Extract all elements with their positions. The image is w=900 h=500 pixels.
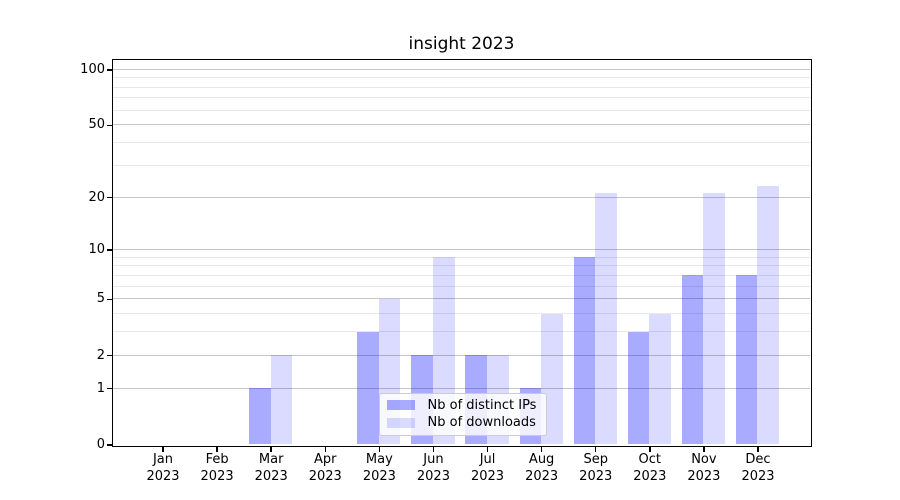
legend-swatch-distinct-ips xyxy=(386,400,415,411)
x-tick-label-oct: Oct 2023 xyxy=(633,452,667,484)
x-tick-oct xyxy=(649,446,651,452)
x-tick-may xyxy=(378,446,381,452)
x-tick-label-apr: Apr 2023 xyxy=(308,452,342,484)
x-tick-label-jan: Jan 2023 xyxy=(146,452,180,484)
bar-downloads-dec xyxy=(757,186,780,445)
x-tick-aug xyxy=(540,446,543,452)
bar-downloads-oct xyxy=(649,313,671,445)
gridline-major-2 xyxy=(112,354,810,356)
x-tick-label-feb: Feb 2023 xyxy=(200,452,234,484)
gridline-minor-4 xyxy=(112,313,810,315)
gridline-minor-40 xyxy=(112,142,810,144)
x-tick-sep xyxy=(594,446,597,452)
gridline-minor-9 xyxy=(112,256,810,258)
legend: Nb of distinct IPs Nb of downloads xyxy=(378,392,547,436)
legend-item-downloads: Nb of downloads xyxy=(386,415,540,431)
y-tick-label-20: 20 xyxy=(88,189,105,205)
y-tick-0 xyxy=(106,444,112,446)
y-tick-label-2: 2 xyxy=(96,347,105,363)
x-tick-label-may: May 2023 xyxy=(362,452,396,484)
bar-downloads-aug xyxy=(541,313,563,445)
y-tick-100 xyxy=(106,69,112,71)
gridline-major-20 xyxy=(112,196,810,198)
legend-label-distinct-ips: Nb of distinct IPs xyxy=(427,397,537,413)
y-tick-5 xyxy=(106,298,112,301)
x-tick-jun xyxy=(432,446,435,452)
y-tick-1 xyxy=(106,387,112,390)
x-tick-feb xyxy=(216,446,218,452)
y-tick-label-1: 1 xyxy=(96,380,105,396)
x-tick-apr xyxy=(324,446,327,452)
y-tick-label-0: 0 xyxy=(96,437,105,452)
gridline-major-50 xyxy=(112,124,810,126)
legend-swatch-downloads xyxy=(386,417,415,428)
gridline-minor-70 xyxy=(112,97,810,99)
x-tick-nov xyxy=(703,446,705,452)
bar-distinct-ips-dec xyxy=(735,275,758,445)
y-tick-label-100: 100 xyxy=(80,61,105,77)
gridline-major-10 xyxy=(112,249,810,251)
x-tick-jan xyxy=(162,446,164,452)
x-tick-label-aug: Aug 2023 xyxy=(525,452,559,484)
x-tick-label-dec: Dec 2023 xyxy=(741,452,775,484)
gridlines-layer xyxy=(112,60,810,445)
chart-title: insight 2023 xyxy=(408,34,515,54)
y-tick-label-10: 10 xyxy=(88,242,105,258)
x-tick-mar xyxy=(270,446,272,452)
gridline-minor-3 xyxy=(112,331,810,333)
x-tick-dec xyxy=(757,446,759,452)
gridline-major-1 xyxy=(112,387,810,389)
y-tick-50 xyxy=(106,124,112,127)
gridline-minor-30 xyxy=(112,164,810,166)
x-tick-jul xyxy=(486,446,489,452)
gridline-minor-60 xyxy=(112,109,810,111)
y-tick-2 xyxy=(106,354,112,357)
gridline-minor-6 xyxy=(112,285,810,287)
bar-downloads-nov xyxy=(703,193,725,445)
bar-distinct-ips-may xyxy=(357,331,379,445)
gridline-major-5 xyxy=(112,298,810,300)
bar-downloads-sep xyxy=(595,193,617,445)
bar-distinct-ips-nov xyxy=(681,275,704,445)
gridline-minor-80 xyxy=(112,86,810,88)
plot-area: Nb of distinct IPs Nb of downloads xyxy=(111,58,812,447)
bar-distinct-ips-sep xyxy=(573,257,596,445)
x-tick-label-sep: Sep 2023 xyxy=(579,452,613,484)
legend-label-downloads: Nb of downloads xyxy=(427,415,536,431)
bars-layer xyxy=(113,60,810,445)
y-tick-label-5: 5 xyxy=(96,291,105,307)
x-tick-label-jun: Jun 2023 xyxy=(416,452,450,484)
x-tick-label-nov: Nov 2023 xyxy=(687,452,721,484)
gridline-minor-8 xyxy=(112,265,810,267)
bar-distinct-ips-oct xyxy=(627,331,650,445)
x-tick-label-jul: Jul 2023 xyxy=(470,452,505,484)
gridline-minor-90 xyxy=(112,77,810,79)
bar-downloads-mar xyxy=(270,355,293,445)
legend-item-distinct-ips: Nb of distinct IPs xyxy=(386,397,540,413)
y-tick-20 xyxy=(106,196,112,199)
x-tick-label-mar: Mar 2023 xyxy=(254,452,288,484)
bar-distinct-ips-mar xyxy=(249,388,271,445)
gridline-major-100 xyxy=(112,68,810,70)
gridline-minor-7 xyxy=(112,274,810,276)
y-tick-label-50: 50 xyxy=(88,117,105,133)
y-tick-10 xyxy=(106,249,112,251)
